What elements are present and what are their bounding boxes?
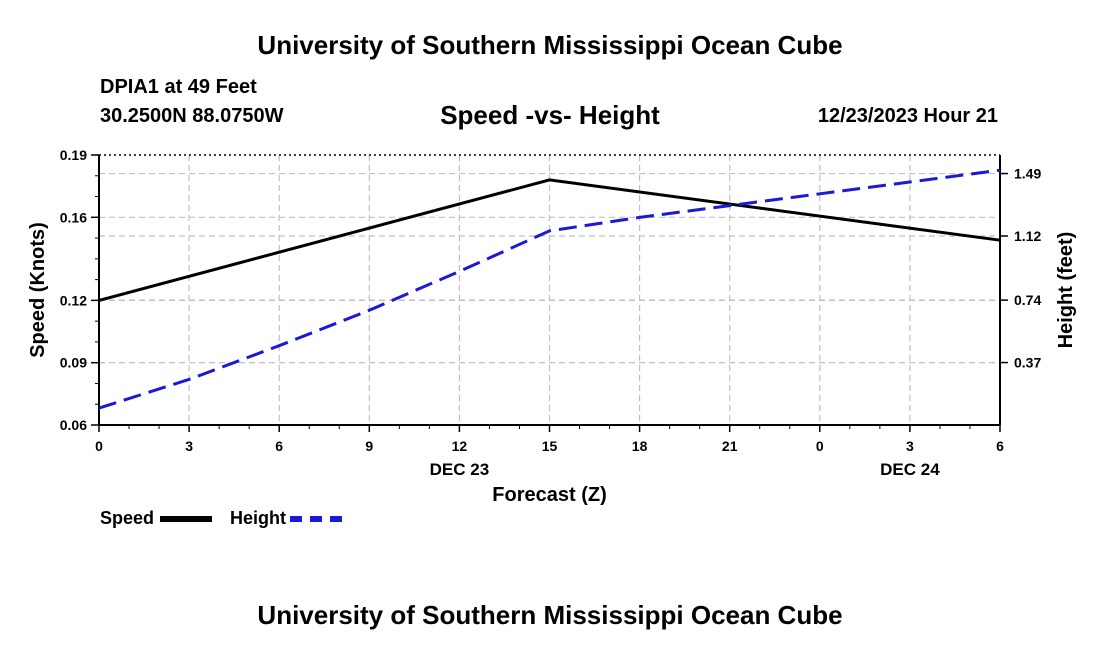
y2-tick-label: 0.37 (1014, 355, 1041, 371)
y-axis-title: Speed (Knots) (27, 222, 49, 358)
y2-tick-label: 1.49 (1014, 166, 1041, 182)
station-id: DPIA1 at 49 Feet (100, 76, 257, 98)
legend-label-speed: Speed (100, 508, 155, 528)
y-tick-label: 0.12 (60, 292, 87, 308)
x-tick-label: 6 (996, 438, 1004, 454)
page-title: University of Southern Mississippi Ocean… (257, 30, 843, 60)
chart-title: Speed -vs- Height (440, 100, 660, 130)
legend-swatch-height (290, 516, 342, 522)
legend-label-height: Height (230, 508, 286, 528)
y-tick-label: 0.06 (60, 417, 87, 433)
y2-axis-title: Height (feet) (1055, 232, 1077, 349)
x-axis-title: Forecast (Z) (492, 484, 606, 506)
y-tick-label: 0.19 (60, 147, 87, 163)
y2-tick-label: 0.74 (1014, 292, 1041, 308)
forecast-datetime: 12/23/2023 Hour 21 (817, 105, 998, 127)
x-tick-label: 0 (816, 438, 824, 454)
station-coordinates: 30.2500N 88.0750W (100, 105, 284, 127)
x-date-label: DEC 23 (430, 460, 490, 479)
legend-swatch-speed (160, 516, 212, 522)
x-tick-label: 15 (542, 438, 558, 454)
y-tick-label: 0.09 (60, 355, 87, 371)
x-tick-label: 9 (365, 438, 373, 454)
series-line-height (98, 168, 1001, 410)
x-tick-label: 3 (185, 438, 193, 454)
x-tick-label: 6 (275, 438, 283, 454)
x-tick-label: 18 (632, 438, 648, 454)
x-tick-label: 12 (452, 438, 468, 454)
x-date-label: DEC 24 (880, 460, 940, 479)
x-tick-label: 0 (95, 438, 103, 454)
footer-title: University of Southern Mississippi Ocean… (257, 600, 843, 630)
x-tick-label: 3 (906, 438, 914, 454)
x-tick-label: 21 (722, 438, 738, 454)
series-line-speed (98, 178, 1001, 302)
y-tick-label: 0.16 (60, 209, 87, 225)
y2-tick-label: 1.12 (1014, 228, 1041, 244)
